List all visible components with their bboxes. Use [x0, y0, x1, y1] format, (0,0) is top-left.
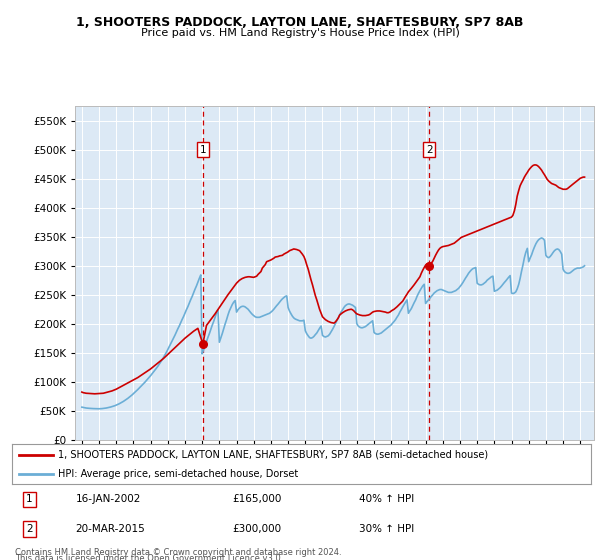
Text: 1: 1	[200, 145, 206, 155]
Text: Price paid vs. HM Land Registry's House Price Index (HPI): Price paid vs. HM Land Registry's House …	[140, 28, 460, 38]
Text: 40% ↑ HPI: 40% ↑ HPI	[359, 494, 415, 505]
Text: Contains HM Land Registry data © Crown copyright and database right 2024.: Contains HM Land Registry data © Crown c…	[15, 548, 341, 557]
Text: 20-MAR-2015: 20-MAR-2015	[76, 524, 145, 534]
Text: 1, SHOOTERS PADDOCK, LAYTON LANE, SHAFTESBURY, SP7 8AB: 1, SHOOTERS PADDOCK, LAYTON LANE, SHAFTE…	[76, 16, 524, 29]
Text: £300,000: £300,000	[232, 524, 281, 534]
Text: 2: 2	[26, 524, 32, 534]
Text: 1, SHOOTERS PADDOCK, LAYTON LANE, SHAFTESBURY, SP7 8AB (semi-detached house): 1, SHOOTERS PADDOCK, LAYTON LANE, SHAFTE…	[58, 450, 488, 460]
Text: 2: 2	[426, 145, 433, 155]
Text: £165,000: £165,000	[232, 494, 281, 505]
Text: HPI: Average price, semi-detached house, Dorset: HPI: Average price, semi-detached house,…	[58, 469, 299, 478]
Text: 30% ↑ HPI: 30% ↑ HPI	[359, 524, 415, 534]
Text: This data is licensed under the Open Government Licence v3.0.: This data is licensed under the Open Gov…	[15, 554, 283, 560]
Text: 16-JAN-2002: 16-JAN-2002	[76, 494, 141, 505]
Text: 1: 1	[26, 494, 32, 505]
